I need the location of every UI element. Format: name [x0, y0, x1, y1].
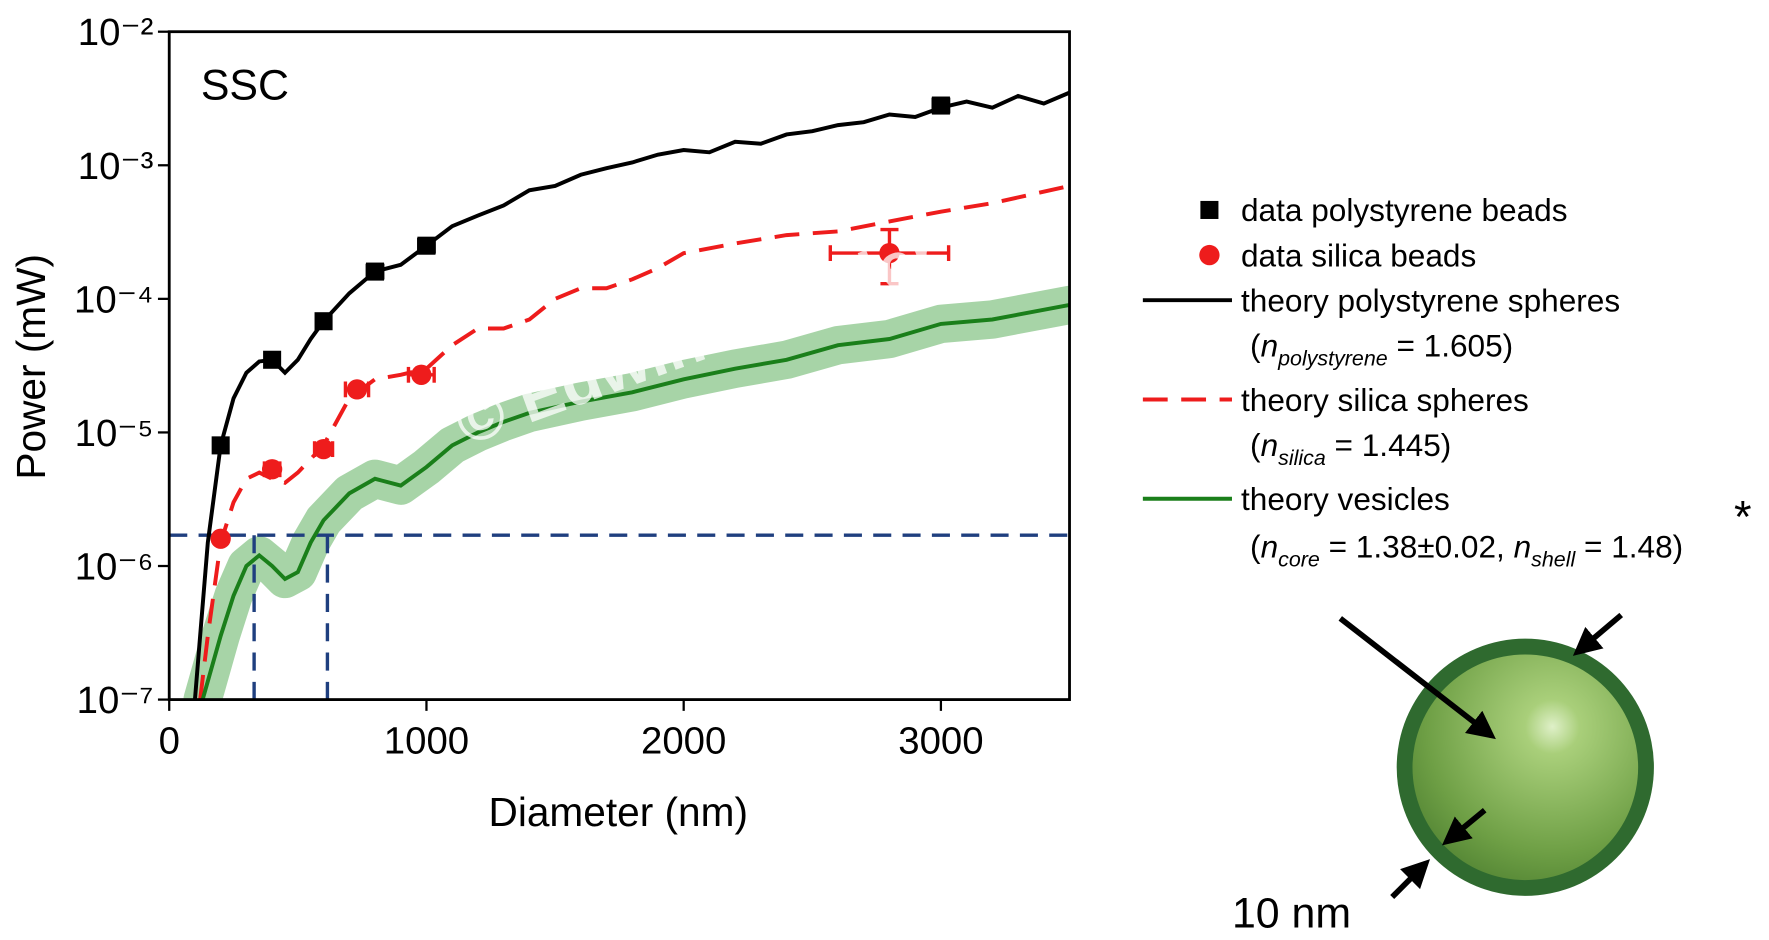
- legend-label: data silica beads: [1241, 237, 1476, 273]
- footnote-mark: *: [1734, 492, 1752, 543]
- legend-note-part: n: [1514, 528, 1532, 564]
- y-tick-label: 10⁻³: [78, 145, 154, 188]
- legend-label: data polystyrene beads: [1241, 192, 1568, 228]
- legend-note: (nsilica = 1.445): [1250, 427, 1451, 470]
- plot-area: 10⁻⁷ 10⁻⁶ 10⁻⁵ 10⁻⁴ 10⁻³ 10⁻² 0 1000 2000 3000: [74, 11, 1071, 763]
- theory-line: [198, 183, 1070, 700]
- plot-frame: [167, 30, 1071, 701]
- legend-marker: [1200, 200, 1219, 219]
- arrow: [1441, 807, 1487, 846]
- legend-note-part: (: [1250, 328, 1261, 364]
- annotation: SSC: [201, 61, 289, 109]
- data-point: [261, 459, 283, 480]
- x-tick-label: 0: [159, 720, 180, 763]
- legend-note-part: n: [1261, 528, 1279, 564]
- legend-note-part: core: [1278, 547, 1320, 571]
- legend: data polystyrene beads data silica beads t…: [1142, 192, 1683, 571]
- data-point: [211, 436, 230, 455]
- y-tick-label: 10⁻⁶: [75, 546, 154, 589]
- legend-note-part: silica: [1278, 446, 1326, 470]
- data-point: [263, 350, 282, 369]
- x-tick-label: 1000: [384, 720, 469, 763]
- legend-note-part: = 1.445): [1326, 427, 1452, 463]
- legend-note-part: = 1.48): [1575, 528, 1683, 564]
- legend-marker: [1199, 244, 1220, 266]
- arrow: [1390, 859, 1431, 900]
- vesicle-core: [1412, 654, 1639, 881]
- data-point: [931, 96, 950, 115]
- y-tick-label: 10⁻⁷: [77, 679, 154, 722]
- vesicle-diagram: [1338, 612, 1654, 900]
- data-point: [365, 262, 385, 281]
- x-tick-label: 3000: [898, 720, 983, 763]
- x-tick-label: 2000: [641, 720, 726, 763]
- legend-note-part: = 1.605): [1388, 328, 1514, 364]
- legend-note: (ncore = 1.38±0.02, nshell = 1.48): [1250, 528, 1683, 571]
- data-point: [314, 312, 333, 331]
- legend-label: theory silica spheres: [1241, 382, 1529, 418]
- legend-note-part: = 1.38±0.02,: [1320, 528, 1514, 564]
- legend-note-part: shell: [1531, 547, 1576, 571]
- data-point: [210, 528, 231, 549]
- arrow: [1338, 616, 1496, 740]
- legend-note-part: polystyrene: [1277, 347, 1388, 371]
- arrow: [1572, 612, 1624, 656]
- legend-note: (npolystyrene = 1.605): [1250, 328, 1513, 371]
- data-point: [879, 242, 900, 264]
- data-point: [313, 438, 334, 460]
- data-point: [346, 379, 368, 400]
- legend-note-part: (: [1250, 427, 1261, 463]
- y-tick-label: 10⁻⁵: [75, 412, 154, 455]
- theory-line: [200, 303, 1070, 700]
- x-axis-label: Diameter (nm): [489, 789, 748, 835]
- y-tick-label: 10⁻²: [78, 11, 154, 54]
- legend-label: theory vesicles: [1241, 481, 1450, 517]
- legend-label: theory polystyrene spheres: [1241, 282, 1620, 318]
- data-point: [417, 236, 436, 255]
- data-point: [411, 364, 432, 385]
- diagram-label: 10 nm: [1232, 889, 1351, 937]
- y-axis-label: Power (mW): [8, 254, 54, 480]
- legend-note-part: (: [1250, 528, 1261, 564]
- legend-note-part: n: [1261, 427, 1279, 463]
- legend-note-part: n: [1261, 328, 1279, 364]
- y-tick-label: 10⁻⁴: [74, 278, 153, 321]
